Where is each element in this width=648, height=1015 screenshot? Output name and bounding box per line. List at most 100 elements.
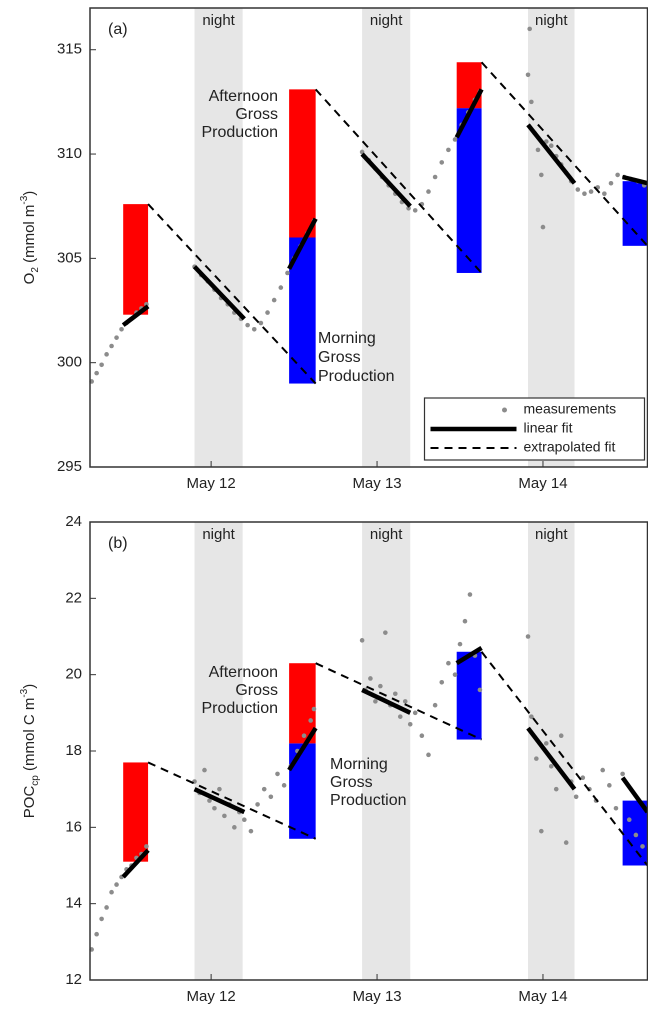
measurement-point (359, 638, 365, 643)
measurement-point (109, 889, 114, 895)
measurement-point (527, 26, 532, 32)
x-tick-label: May 13 (352, 988, 401, 1005)
annotation: Production (330, 792, 407, 809)
measurement-point (575, 187, 581, 192)
measurement-point (255, 802, 260, 807)
linear-fit (526, 726, 577, 791)
annotation: Production (202, 700, 279, 717)
production-bar (289, 89, 316, 238)
measurement-point (311, 706, 317, 712)
measurement-point (452, 672, 458, 677)
measurement-point (534, 756, 539, 761)
linear-fit (121, 848, 150, 879)
y-tick-label: 24 (65, 513, 82, 530)
y-tick-label: 12 (65, 971, 82, 988)
measurement-point (251, 327, 257, 332)
y-tick-label: 20 (65, 666, 82, 683)
measurement-point (217, 786, 222, 792)
measurement-point (378, 683, 383, 689)
legend-label: linear fit (524, 420, 573, 436)
measurement-point (539, 828, 544, 834)
measurement-point (539, 172, 544, 178)
measurement-point (368, 676, 373, 681)
y-tick-label: 300 (57, 354, 82, 371)
annotation: Morning (318, 330, 376, 347)
measurement-point (119, 327, 124, 332)
measurement-point (308, 718, 313, 723)
measurement-point (114, 882, 119, 887)
measurement-point (573, 794, 579, 800)
measurement-point (407, 721, 413, 727)
linear-fit (620, 776, 648, 814)
y-axis-label-part: (mmol C m (21, 698, 38, 776)
measurement-point (212, 805, 217, 811)
linear-fit (193, 787, 246, 815)
measurement-point (553, 786, 559, 792)
x-tick-label: May 14 (518, 475, 567, 492)
y-tick-label: 310 (57, 145, 82, 162)
production-bar (622, 181, 648, 246)
measurement-point (462, 618, 468, 624)
measurement-point (615, 172, 620, 178)
measurement-point (608, 180, 614, 186)
measurement-point (548, 143, 554, 148)
measurement-point (477, 687, 483, 693)
x-tick-label: May 12 (187, 988, 236, 1005)
measurement-point (373, 699, 378, 704)
legend-label: measurements (524, 401, 617, 417)
measurement-point (600, 767, 606, 773)
measurement-point (446, 660, 451, 666)
y-axis-label-part: POC (21, 786, 38, 819)
measurement-point (99, 362, 104, 368)
measurement-point (588, 189, 594, 194)
measurement-point (99, 916, 104, 922)
measurement-point (281, 783, 287, 788)
annotation: Afternoon (209, 88, 278, 105)
measurement-point (258, 320, 264, 326)
measurement-point (582, 191, 587, 196)
linear-fit (121, 304, 150, 327)
measurement-point (412, 710, 418, 716)
y-tick-label: 16 (65, 818, 82, 835)
measurement-point (383, 630, 388, 635)
panel: night night nightAfternoonGrossProductionM… (19, 513, 648, 1005)
production-bar (456, 108, 482, 273)
production-bar (289, 663, 316, 744)
measurement-point (402, 699, 408, 704)
measurement-point (548, 763, 554, 769)
linear-fit (192, 265, 246, 321)
measurement-point (242, 817, 247, 822)
measurement-point (529, 714, 534, 719)
panel-label: (a) (108, 21, 128, 38)
y-axis-label-part: ) (21, 191, 38, 196)
annotation: Afternoon (209, 664, 278, 681)
y-axis-label-part: -3 (19, 688, 30, 697)
measurement-point (525, 72, 531, 78)
night-label: night (370, 12, 403, 29)
production-bar (123, 204, 149, 315)
measurement-point (640, 844, 645, 849)
measurement-point (104, 352, 109, 357)
y-axis-label-part: cp (30, 775, 41, 786)
measurement-point (397, 714, 403, 719)
measurement-point (626, 817, 632, 822)
extrapolated-fit (315, 662, 482, 741)
measurement-point (114, 335, 119, 340)
annotation: Production (202, 124, 279, 141)
measurement-point (104, 905, 109, 910)
measurement-point (144, 301, 149, 307)
y-tick-label: 14 (65, 895, 82, 912)
x-tick-label: May 12 (187, 475, 236, 492)
measurement-point (94, 370, 99, 376)
measurement-point (426, 752, 431, 758)
y-axis-label-part: -3 (19, 195, 30, 204)
extrapolated-fit (480, 651, 648, 867)
linear-fit (526, 123, 577, 185)
measurement-point (265, 310, 270, 315)
annotation: Gross (330, 774, 373, 791)
measurement-point (202, 767, 207, 773)
measurement-point (301, 733, 307, 739)
measurement-point (406, 205, 411, 211)
night-label: night (370, 526, 403, 543)
